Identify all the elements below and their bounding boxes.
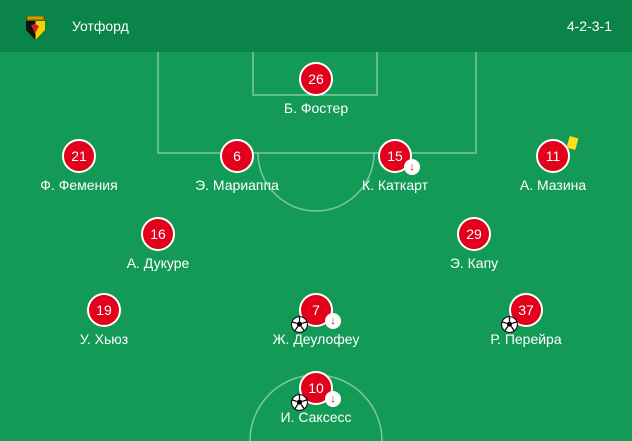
formation: 4-2-3-1 [566, 18, 612, 34]
player-name: И. Саксесс [280, 409, 352, 425]
player-number: 6 [220, 139, 254, 173]
player-number: 11 [536, 136, 579, 173]
player-37[interactable]: 37 Р. Перейра [456, 293, 596, 347]
player-15[interactable]: 15 ↓ К. Каткарт [325, 139, 465, 193]
player-10[interactable]: 10 ↓ И. Саксесс [246, 371, 386, 425]
player-number-text: 7 [312, 302, 320, 318]
player-number: 26 [299, 62, 333, 96]
watford-crest-icon [26, 16, 45, 40]
player-29[interactable]: 29 Э. Капу [404, 217, 544, 271]
player-number: 37 [501, 293, 543, 333]
player-11[interactable]: 11 А. Мазина [483, 136, 623, 193]
player-number-text: 19 [96, 302, 112, 318]
substitution-out-icon: ↓ [325, 391, 341, 407]
player-number-text: 11 [545, 148, 561, 164]
player-26[interactable]: 26 Б. Фостер [246, 62, 386, 116]
team-header: Уотфорд 4-2-3-1 [0, 0, 632, 52]
goal-ball-icon [501, 313, 518, 333]
player-name: Ф. Фемения [40, 177, 118, 193]
goal-ball-icon [291, 391, 308, 411]
player-number: 16 [141, 217, 175, 251]
player-number-text: 10 [308, 380, 324, 396]
player-number-text: 26 [308, 71, 324, 87]
player-number: 21 [62, 139, 96, 173]
player-name: Б. Фостер [283, 100, 349, 116]
penalty-arc [257, 152, 375, 212]
yellow-card-icon [566, 136, 579, 150]
player-number: 29 [457, 217, 491, 251]
player-number-text: 15 [387, 148, 403, 164]
player-16[interactable]: 16 А. Дукуре [88, 217, 228, 271]
penalty-box [157, 52, 477, 154]
player-name: Р. Перейра [490, 331, 562, 347]
player-name: Э. Мариаппа [195, 177, 279, 193]
player-number-text: 6 [233, 148, 241, 164]
team-name: Уотфорд [72, 18, 129, 34]
player-name: Э. Капу [449, 255, 499, 271]
player-name: А. Мазина [519, 177, 587, 193]
player-number-text: 37 [518, 302, 534, 318]
player-number: 7 ↓ [291, 293, 341, 333]
pitch-lines [157, 52, 477, 441]
player-number: 19 [87, 293, 121, 327]
substitution-out-icon: ↓ [404, 159, 420, 175]
player-21[interactable]: 21 Ф. Фемения [9, 139, 149, 193]
player-name: К. Каткарт [361, 177, 429, 193]
player-number-text: 16 [150, 226, 166, 242]
player-number: 10 ↓ [291, 371, 341, 411]
player-name: У. Хьюз [79, 331, 129, 347]
player-19[interactable]: 19 У. Хьюз [34, 293, 174, 347]
player-name: А. Дукуре [126, 255, 190, 271]
substitution-out-icon: ↓ [325, 313, 341, 329]
player-6[interactable]: 6 Э. Мариаппа [167, 139, 307, 193]
player-number: 15 ↓ [378, 139, 420, 175]
player-number-text: 21 [71, 148, 87, 164]
player-number-text: 29 [466, 226, 482, 242]
player-name: Ж. Деулофеу [272, 331, 360, 347]
goal-ball-icon [291, 313, 308, 333]
player-7[interactable]: 7 ↓ Ж. Деулофеу [246, 293, 386, 347]
